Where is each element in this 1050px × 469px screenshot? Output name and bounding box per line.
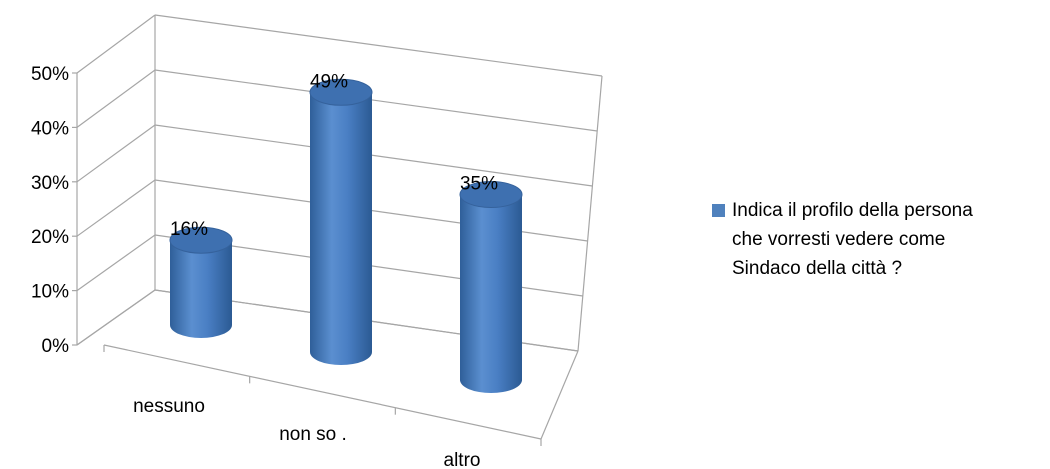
gridline-back-4 bbox=[154, 69, 598, 132]
y-tick-label: 0% bbox=[42, 336, 70, 357]
x-axis-ticks: nessuno non so . altro bbox=[133, 396, 480, 469]
bar-body bbox=[170, 240, 232, 338]
bar-body bbox=[460, 194, 522, 393]
x-axis-line bbox=[103, 344, 542, 440]
x-tick-label: non so . bbox=[279, 424, 347, 445]
bar-nessuno bbox=[169, 226, 233, 338]
y-tick-label: 50% bbox=[31, 64, 69, 85]
bar-top bbox=[169, 226, 233, 254]
data-label: 16% bbox=[170, 219, 208, 240]
legend-line-3: Sindaco della città ? bbox=[732, 258, 903, 279]
gridline-back-5 bbox=[154, 14, 603, 77]
floor-right-edge bbox=[540, 350, 579, 440]
gridline-left-0 bbox=[76, 289, 156, 346]
bar-nonso bbox=[309, 78, 373, 366]
gridline-left-1 bbox=[76, 234, 156, 292]
y-tick-label: 30% bbox=[31, 173, 69, 194]
axes bbox=[72, 72, 542, 446]
legend-line-2: che vorresti vedere come bbox=[732, 229, 946, 250]
data-label: 35% bbox=[460, 174, 498, 195]
data-label: 49% bbox=[310, 71, 348, 92]
bar-top bbox=[309, 78, 373, 106]
x-tick-label: nessuno bbox=[133, 396, 205, 417]
y-axis-ticks: 0% 10% 20% 30% 40% 50% bbox=[31, 64, 69, 357]
back-wall-right-edge bbox=[577, 75, 603, 352]
legend-swatch bbox=[712, 204, 725, 217]
bar-top bbox=[459, 181, 523, 208]
bar-body bbox=[310, 92, 372, 366]
y-tick-label: 20% bbox=[31, 227, 69, 248]
gridline-left-3 bbox=[76, 124, 156, 183]
bar-altro bbox=[459, 181, 523, 393]
gridline-left-5 bbox=[76, 14, 156, 74]
data-labels: 16% 49% 35% bbox=[170, 71, 498, 240]
gridline-left-2 bbox=[76, 179, 156, 237]
x-tick-label: altro bbox=[444, 450, 481, 469]
y-tick-label: 10% bbox=[31, 282, 69, 303]
y-tick-label: 40% bbox=[31, 118, 69, 139]
gridline-left-4 bbox=[76, 69, 156, 128]
legend-line-1: Indica il profilo della persona bbox=[732, 200, 973, 221]
bars bbox=[169, 78, 523, 393]
legend-label: Indica il profilo della persona che vorr… bbox=[732, 196, 1050, 283]
gridline-back-3 bbox=[154, 124, 593, 187]
